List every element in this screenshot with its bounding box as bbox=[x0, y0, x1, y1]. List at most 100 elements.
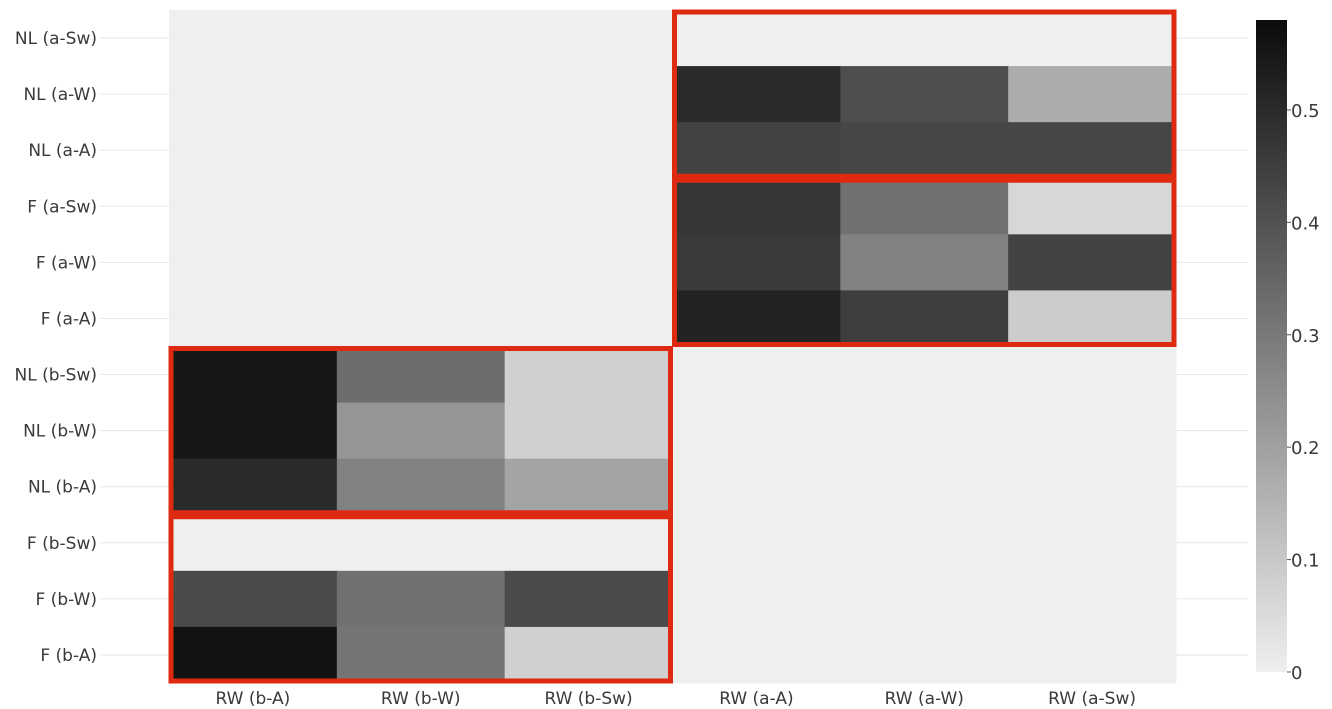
y-tick-label: NL (b-Sw) bbox=[15, 366, 97, 386]
heatmap-cell bbox=[840, 178, 1009, 235]
y-tick-label: NL (a-W) bbox=[23, 85, 97, 105]
highlight-boxes bbox=[168, 9, 1177, 684]
x-tick-label: RW (a-Sw) bbox=[1048, 689, 1136, 709]
heatmap-cell bbox=[336, 570, 506, 628]
heatmap-cell bbox=[840, 402, 1009, 460]
heatmap-cell bbox=[336, 626, 506, 684]
heatmap-cell bbox=[504, 290, 673, 347]
heatmap-cell bbox=[840, 122, 1009, 179]
heatmap-cell bbox=[840, 458, 1009, 516]
heatmap-cell bbox=[504, 402, 673, 460]
heatmap-cell bbox=[336, 402, 506, 460]
heatmap-cell bbox=[504, 178, 673, 235]
x-tick-label: RW (a-W) bbox=[885, 689, 964, 709]
heatmap-cell bbox=[336, 178, 506, 235]
heatmap-cell bbox=[169, 346, 338, 404]
x-tick-label: RW (b-Sw) bbox=[544, 689, 632, 709]
heatmap-cell bbox=[1008, 290, 1177, 347]
y-tick-label: NL (b-W) bbox=[23, 422, 97, 442]
colorbar-tick-label: 0 bbox=[1291, 663, 1302, 684]
heatmap-cell bbox=[840, 10, 1009, 67]
heatmap-cell bbox=[1008, 10, 1177, 67]
heatmap-cell bbox=[1008, 402, 1177, 460]
heatmap-cell bbox=[169, 66, 338, 123]
y-tick-label: F (b-W) bbox=[36, 590, 98, 610]
heatmap-cell bbox=[672, 178, 841, 235]
heatmap-cell bbox=[840, 626, 1009, 684]
heatmap-cell bbox=[840, 290, 1009, 347]
x-axis-tick-labels: RW (b-A) RW (b-W) RW (b-Sw) RW (a-A) RW (a-W… bbox=[216, 689, 1136, 709]
heatmap-cell bbox=[672, 514, 841, 572]
heatmap-cell bbox=[1008, 570, 1177, 628]
heatmap-cell bbox=[336, 346, 506, 404]
heatmap-cells bbox=[169, 10, 1177, 684]
heatmap-cell bbox=[672, 234, 841, 291]
colorbar: 0 0.1 0.2 0.3 0.4 0.5 bbox=[1256, 20, 1320, 684]
y-tick-label: F (a-W) bbox=[36, 253, 97, 273]
heatmap-cell bbox=[672, 626, 841, 684]
heatmap-cell bbox=[672, 66, 841, 123]
heatmap-cell bbox=[504, 346, 673, 404]
heatmap-cell bbox=[169, 178, 338, 235]
heatmap-cell bbox=[1008, 626, 1177, 684]
heatmap-cell bbox=[840, 234, 1009, 291]
heatmap-cell bbox=[1008, 178, 1177, 235]
y-tick-label: F (b-Sw) bbox=[27, 534, 97, 554]
heatmap-cell bbox=[504, 514, 673, 572]
heatmap-cell bbox=[169, 234, 338, 291]
heatmap-cell bbox=[840, 570, 1009, 628]
heatmap-cell bbox=[169, 10, 338, 67]
highlight-box bbox=[672, 9, 1177, 179]
heatmap-cell bbox=[504, 122, 673, 179]
heatmap-cell bbox=[169, 122, 338, 179]
heatmap-cell bbox=[336, 122, 506, 179]
x-tick-label: RW (b-A) bbox=[216, 689, 291, 709]
heatmap-cell bbox=[672, 122, 841, 179]
y-tick-label: F (a-Sw) bbox=[27, 197, 97, 217]
heatmap-cell bbox=[672, 346, 841, 404]
highlight-box bbox=[168, 346, 673, 516]
heatmap-cell bbox=[672, 402, 841, 460]
heatmap-cell bbox=[504, 458, 673, 516]
heatmap-cell bbox=[336, 10, 506, 67]
heatmap-cell bbox=[1008, 234, 1177, 291]
y-tick-label: F (b-A) bbox=[40, 646, 97, 666]
heatmap-cell bbox=[336, 66, 506, 123]
heatmap-cell bbox=[504, 234, 673, 291]
colorbar-tick-label: 0.4 bbox=[1291, 213, 1320, 234]
y-tick-label: NL (b-A) bbox=[28, 478, 97, 498]
heatmap-cell bbox=[336, 234, 506, 291]
heatmap-cell bbox=[336, 514, 506, 572]
highlight-box bbox=[168, 514, 673, 684]
heatmap-cell bbox=[169, 402, 338, 460]
heatmap-cell bbox=[336, 290, 506, 347]
heatmap-cell bbox=[840, 66, 1009, 123]
heatmap-cell bbox=[336, 458, 506, 516]
heatmap-cell bbox=[840, 346, 1009, 404]
y-axis-tick-labels: NL (a-Sw) NL (a-W) NL (a-A) F (a-Sw) F (a-W)… bbox=[15, 29, 97, 666]
colorbar-gradient bbox=[1256, 20, 1287, 672]
heatmap-cell bbox=[840, 514, 1009, 572]
heatmap-cell bbox=[169, 458, 338, 516]
heatmap-cell bbox=[504, 570, 673, 628]
colorbar-tick-label: 0.3 bbox=[1291, 326, 1320, 347]
heatmap-cell bbox=[672, 458, 841, 516]
heatmap-cell bbox=[1008, 514, 1177, 572]
heatmap-cell bbox=[169, 570, 338, 628]
heatmap-cell bbox=[672, 290, 841, 347]
heatmap-cell bbox=[169, 514, 338, 572]
y-tick-label: F (a-A) bbox=[41, 309, 97, 329]
heatmap-cell bbox=[1008, 458, 1177, 516]
heatmap-cell bbox=[504, 10, 673, 67]
colorbar-tick-label: 0.5 bbox=[1291, 101, 1320, 122]
heatmap-cell bbox=[672, 570, 841, 628]
heatmap-cell bbox=[1008, 122, 1177, 179]
y-tick-label: NL (a-A) bbox=[28, 141, 97, 161]
x-tick-label: RW (b-W) bbox=[381, 689, 461, 709]
x-tick-label: RW (a-A) bbox=[719, 689, 793, 709]
heatmap-cell bbox=[504, 626, 673, 684]
heatmap-cell bbox=[504, 66, 673, 123]
colorbar-tick-label: 0.1 bbox=[1291, 551, 1320, 572]
